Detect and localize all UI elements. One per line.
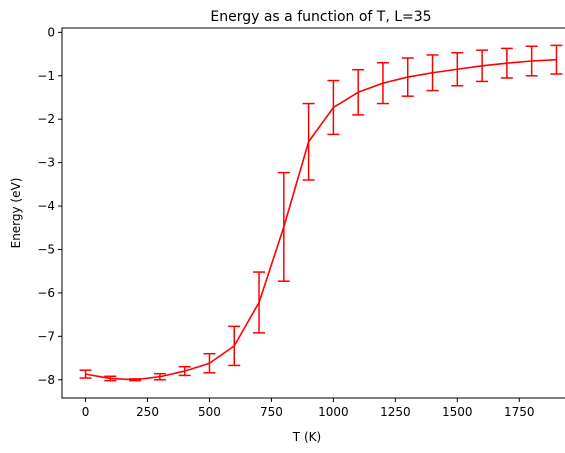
chart-title: Energy as a function of T, L=35 <box>210 9 431 25</box>
y-axis: −8 −7 −6 −5 −4 −3 −2 −1 0 <box>37 25 62 387</box>
energy-series-line <box>85 58 557 381</box>
x-tick-label: 1500 <box>442 405 473 419</box>
y-tick-label: −1 <box>37 69 55 83</box>
y-tick-label: −3 <box>37 156 55 170</box>
x-tick-label: 500 <box>198 405 221 419</box>
x-tick-label: 750 <box>260 405 283 419</box>
axes-frame <box>61 27 565 399</box>
y-tick-label: −4 <box>37 199 55 213</box>
y-tick-label: −7 <box>37 329 55 343</box>
y-tick-label: −2 <box>37 112 55 126</box>
y-tick-label: −8 <box>37 373 55 387</box>
x-tick-label: 0 <box>82 405 90 419</box>
y-tick-label: −6 <box>37 286 55 300</box>
y-tick-label: 0 <box>47 25 55 39</box>
x-tick-label: 1000 <box>318 405 349 419</box>
error-bar <box>550 44 563 75</box>
x-axis-label: T (K) <box>292 430 321 444</box>
x-tick-label: 1750 <box>504 405 535 419</box>
y-axis-label: Energy (eV) <box>9 178 23 249</box>
y-tick-label: −5 <box>37 242 55 256</box>
x-axis: 0 250 500 750 1000 1250 1500 1750 <box>82 398 535 419</box>
x-tick-label: 1250 <box>380 405 411 419</box>
error-bar <box>79 369 92 379</box>
x-tick-label: 250 <box>136 405 159 419</box>
plot-area <box>79 44 563 382</box>
